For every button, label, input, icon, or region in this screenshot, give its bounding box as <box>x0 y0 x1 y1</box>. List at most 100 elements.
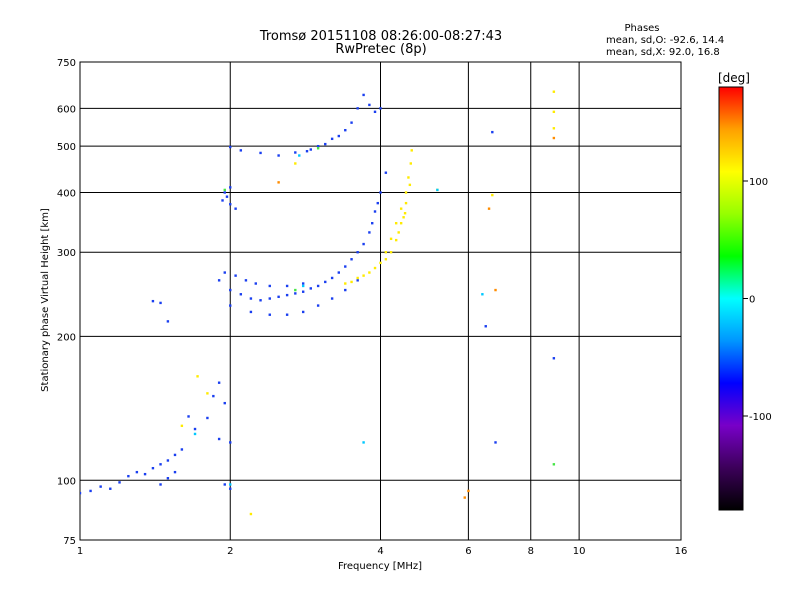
y-tick-label: 500 <box>57 142 76 153</box>
phase-info-x: mean, sd,X: 92.0, 16.8 <box>606 47 720 58</box>
data-point <box>294 292 297 295</box>
data-point <box>491 193 494 197</box>
colorbar-ticks: 100 0 -100 <box>743 177 772 423</box>
data-point <box>223 483 226 486</box>
data-point <box>407 176 410 179</box>
data-point <box>344 265 347 268</box>
data-point <box>330 137 334 141</box>
data-point <box>225 195 229 198</box>
data-point <box>89 489 92 493</box>
data-point <box>249 297 253 300</box>
data-point <box>229 483 232 486</box>
data-point <box>309 148 312 151</box>
data-point <box>402 216 405 219</box>
data-point <box>180 424 184 428</box>
data-point <box>109 487 112 490</box>
data-point <box>173 453 177 457</box>
data-point <box>180 448 184 451</box>
data-point <box>268 297 271 300</box>
data-point <box>254 282 257 285</box>
data-point <box>356 276 359 280</box>
data-point <box>151 299 155 303</box>
data-point <box>239 293 243 296</box>
data-point <box>118 481 121 484</box>
data-point <box>371 222 374 225</box>
data-point <box>229 203 232 206</box>
data-point <box>408 183 412 187</box>
data-point <box>206 416 209 420</box>
data-point <box>234 274 237 277</box>
data-point <box>244 279 248 282</box>
data-point <box>379 107 382 110</box>
data-point <box>344 288 347 292</box>
plot-frame <box>79 61 682 541</box>
data-point <box>212 394 215 398</box>
data-point <box>467 489 470 493</box>
data-point <box>259 299 262 302</box>
data-point <box>552 357 556 360</box>
data-point <box>356 251 359 254</box>
colorbar-tick-label: 0 <box>749 295 755 306</box>
y-tick-label: 400 <box>57 188 76 199</box>
data-point <box>223 401 226 405</box>
colorbar-tick-label: -100 <box>749 412 772 423</box>
data-point <box>234 207 237 210</box>
data-point <box>294 162 297 165</box>
data-point <box>384 251 388 254</box>
data-point <box>229 441 232 444</box>
data-point <box>166 320 170 323</box>
data-point <box>309 287 312 290</box>
data-point <box>399 222 403 225</box>
data-point <box>80 491 82 495</box>
data-point <box>285 284 289 288</box>
data-point <box>301 282 305 285</box>
data-point <box>151 466 155 470</box>
data-point <box>330 297 334 300</box>
data-point <box>362 441 365 444</box>
y-tick-label: 200 <box>57 332 76 343</box>
data-point <box>373 266 377 270</box>
data-point <box>301 284 305 288</box>
data-point <box>277 295 280 299</box>
data-point <box>268 313 271 316</box>
data-point <box>356 107 359 110</box>
data-point <box>344 282 347 285</box>
colorbar <box>718 86 744 511</box>
data-point <box>301 310 305 314</box>
data-point <box>410 149 413 152</box>
data-point <box>362 93 365 97</box>
data-point <box>436 188 439 192</box>
data-point <box>552 463 556 466</box>
data-point <box>403 212 407 215</box>
data-point <box>229 186 232 189</box>
data-point <box>379 191 382 194</box>
x-tick-label: 1 <box>77 546 83 557</box>
y-axis-ticks: 75 100 200 300 400 500 600 750 <box>57 58 76 547</box>
y-tick-label: 300 <box>57 248 76 259</box>
data-point <box>305 150 309 153</box>
data-point <box>389 251 393 254</box>
data-point <box>337 271 341 274</box>
data-point <box>249 512 253 516</box>
data-point <box>159 463 162 466</box>
data-point <box>135 470 139 474</box>
data-point <box>221 199 224 202</box>
data-point <box>217 437 221 441</box>
data-point <box>229 487 232 490</box>
data-point <box>552 127 556 130</box>
data-point <box>324 142 327 146</box>
data-point <box>330 276 334 280</box>
data-point <box>166 477 170 480</box>
data-point <box>166 459 170 462</box>
data-point <box>552 136 556 140</box>
data-point <box>399 207 403 210</box>
data-point <box>229 288 232 292</box>
data-point <box>193 432 197 436</box>
x-tick-label: 10 <box>573 546 586 557</box>
data-point <box>373 110 377 114</box>
phase-info-o: mean, sd,O: -92.6, 14.4 <box>606 35 724 46</box>
data-point <box>159 301 162 305</box>
data-point <box>404 191 408 194</box>
data-point <box>99 485 102 488</box>
